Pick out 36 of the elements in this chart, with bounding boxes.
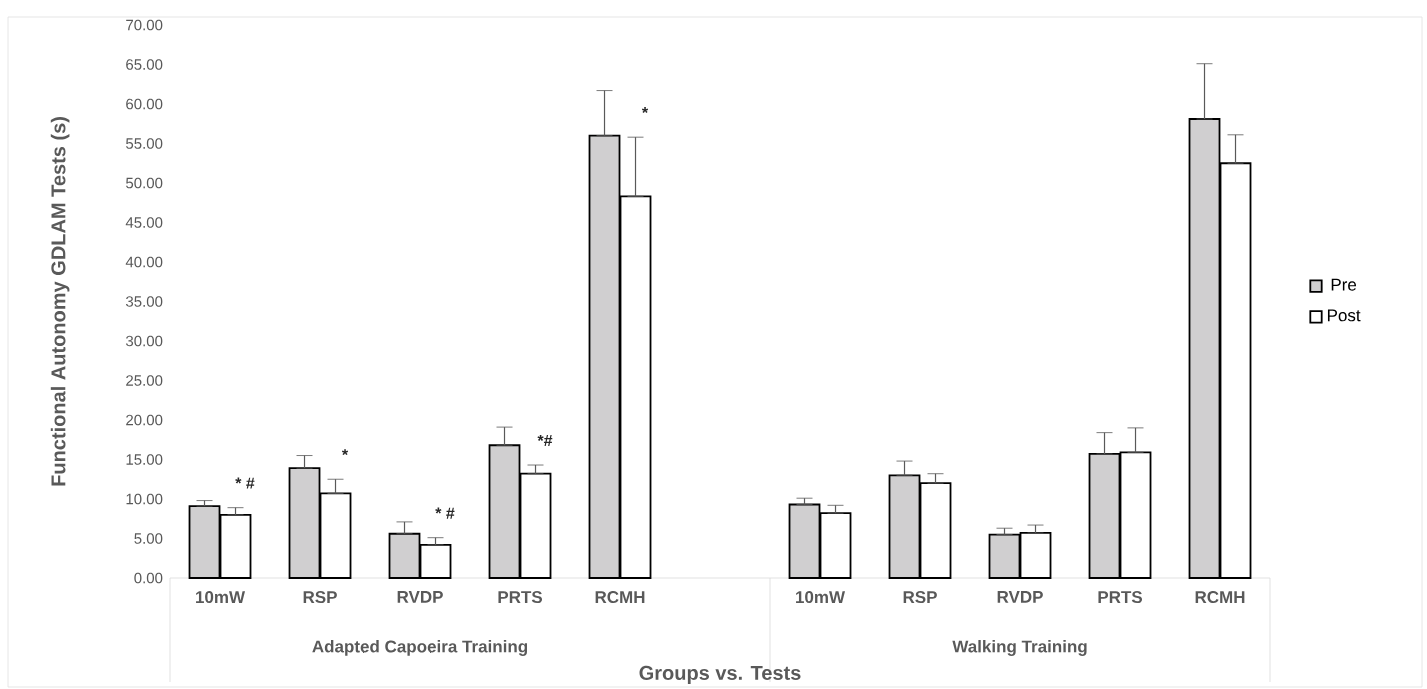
x-tick-label: RVDP <box>397 591 443 603</box>
y-tick-label: 10.00 <box>126 493 163 505</box>
annotation: * # <box>435 507 455 519</box>
y-tick-label: 0.00 <box>134 572 163 584</box>
x-tick-label: RSP <box>303 591 337 604</box>
y-tick-label: 70.00 <box>126 19 163 31</box>
annotation: * <box>641 107 649 114</box>
y-tick-label: 45.00 <box>125 217 163 228</box>
y-tick-label: 25.00 <box>126 375 163 386</box>
y-tick-label: 40.00 <box>125 256 163 268</box>
y-tick-label: 15.00 <box>126 454 163 465</box>
y-tick-label: 50.00 <box>126 177 163 189</box>
y-axis-title: Functional Autonomy GDLAM Tests (s) <box>50 117 70 486</box>
text: Walking Training <box>952 640 1087 656</box>
x-tick-label: RVDP <box>997 591 1043 603</box>
y-tick-label: 5.00 <box>134 533 163 544</box>
y-tick-label: 55.00 <box>126 138 163 149</box>
y-tick-label: 20.00 <box>126 414 163 426</box>
annotation: * <box>341 449 349 456</box>
text: Adapted Capoeira Training <box>312 640 528 656</box>
x-axis-title: Groups vs. Tests <box>639 665 801 684</box>
y-tick-label: 35.00 <box>125 296 163 307</box>
annotation: * # <box>235 477 255 489</box>
y-tick-label: 30.00 <box>125 335 163 347</box>
y-tick-label: 65.00 <box>126 59 163 70</box>
x-tick-label: PRTS <box>1098 591 1143 604</box>
x-tick-label: PRTS <box>498 591 543 604</box>
x-tick-label: RSP <box>903 591 937 604</box>
x-tick-label: RCMH <box>595 591 645 604</box>
x-tick-label: 10mW <box>196 591 246 604</box>
x-tick-label: 10mW <box>796 591 846 604</box>
y-tick-label: 60.00 <box>126 98 163 110</box>
annotation: *# <box>537 434 553 446</box>
x-tick-label: RCMH <box>1195 591 1245 604</box>
legend-label: Pre <box>1331 278 1357 291</box>
legend-label: Post <box>1327 309 1361 322</box>
